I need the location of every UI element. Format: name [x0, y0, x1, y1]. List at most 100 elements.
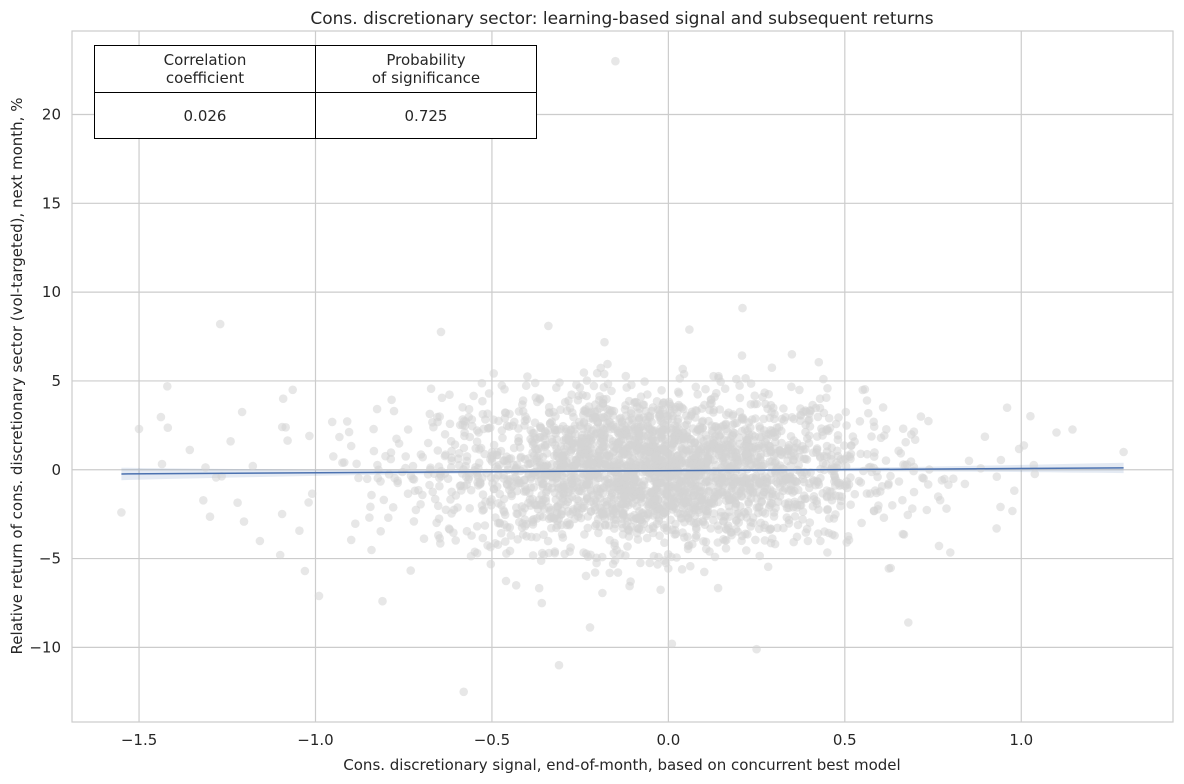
scatter-point: [702, 441, 712, 450]
scatter-point: [739, 461, 749, 471]
scatter-point: [502, 549, 511, 558]
scatter-point: [627, 420, 636, 429]
scatter-point: [351, 519, 360, 528]
scatter-point: [469, 391, 478, 401]
scatter-point: [644, 447, 654, 456]
scatter-point: [575, 421, 585, 430]
scatter-point: [842, 421, 851, 430]
scatter-point: [525, 488, 534, 498]
scatter-point: [644, 499, 654, 509]
scatter-point: [542, 440, 551, 450]
scatter-point: [862, 449, 872, 459]
scatter-point: [771, 490, 781, 500]
scatter-point: [449, 528, 458, 537]
scatter-point: [526, 426, 535, 435]
y-axis-label: Relative return of cons. discretionary s…: [8, 98, 26, 655]
statistics-header-row: Correlation coefficient Probability of s…: [94, 45, 537, 93]
scatter-point: [544, 470, 553, 480]
scatter-point: [682, 478, 692, 488]
scatter-point: [752, 644, 761, 654]
scatter-point: [134, 424, 144, 434]
scatter-point: [365, 513, 374, 522]
scatter-point: [506, 531, 516, 540]
scatter-point: [795, 385, 804, 395]
scatter-point: [426, 463, 435, 473]
scatter-point: [550, 488, 560, 498]
scatter-point: [850, 489, 860, 499]
scatter-point: [589, 381, 599, 391]
scatter-point: [387, 395, 396, 405]
scatter-point: [539, 504, 549, 514]
scatter-point: [521, 381, 531, 391]
scatter-point: [944, 480, 953, 490]
scatter-point: [757, 481, 767, 491]
scatter-point: [524, 459, 533, 469]
scatter-point: [620, 449, 630, 459]
scatter-point: [574, 496, 583, 506]
scatter-point: [354, 473, 363, 483]
scatter-point: [484, 389, 494, 398]
scatter-point: [801, 528, 811, 537]
scatter-point: [628, 499, 638, 508]
scatter-point: [735, 381, 744, 390]
scatter-point: [673, 408, 682, 417]
scatter-point: [592, 429, 601, 438]
scatter-point: [376, 527, 386, 536]
scatter-point: [716, 377, 725, 387]
scatter-point: [500, 408, 510, 417]
scatter-point: [539, 530, 548, 539]
scatter-point: [685, 325, 694, 334]
scatter-point: [744, 433, 754, 443]
scatter-point: [598, 588, 607, 598]
scatter-point: [572, 461, 582, 471]
scatter-point: [922, 505, 932, 515]
scatter-point: [724, 408, 733, 418]
scatter-point: [732, 452, 741, 461]
scatter-point: [513, 535, 522, 544]
scatter-point: [552, 471, 562, 480]
scatter-point: [665, 493, 675, 503]
scatter-point: [699, 537, 708, 546]
regression-line-layer: [121, 467, 1124, 475]
scatter-point: [746, 379, 756, 388]
scatter-point: [436, 327, 446, 337]
scatter-point: [556, 405, 565, 415]
scatter-point: [685, 470, 695, 480]
scatter-point: [503, 465, 513, 475]
probability-header-line-1: Probability: [386, 51, 466, 69]
scatter-point: [588, 413, 598, 423]
scatter-point: [605, 535, 614, 545]
scatter-point: [588, 490, 598, 500]
scatter-point: [634, 513, 644, 522]
scatter-point: [654, 495, 663, 504]
scatter-point: [406, 566, 416, 575]
scatter-point: [707, 499, 717, 509]
scatter-point: [406, 471, 416, 481]
scatter-point: [478, 533, 488, 543]
scatter-point: [763, 562, 773, 572]
scatter-point: [486, 423, 495, 433]
y-tick-label: 0: [51, 461, 61, 479]
scatter-point: [824, 514, 834, 523]
scatter-point: [680, 486, 690, 496]
scatter-point: [869, 452, 879, 461]
scatter-point: [305, 431, 314, 441]
scatter-point: [679, 498, 689, 508]
scatter-point: [693, 425, 703, 434]
scatter-point: [627, 380, 636, 390]
scatter-point: [487, 495, 496, 504]
scatter-point: [667, 457, 677, 467]
scatter-point: [1008, 506, 1017, 516]
scatter-point: [534, 583, 544, 593]
scatter-point: [672, 553, 681, 562]
scatter-point: [459, 443, 469, 453]
scatter-point: [869, 506, 879, 516]
scatter-point: [710, 392, 719, 402]
scatter-point: [644, 511, 653, 520]
scatter-point: [862, 396, 872, 405]
scatter-point: [553, 501, 562, 511]
scatter-point: [459, 687, 469, 697]
scatter-point: [390, 473, 400, 483]
scatter-point: [367, 545, 376, 555]
scatter-point: [621, 371, 631, 381]
